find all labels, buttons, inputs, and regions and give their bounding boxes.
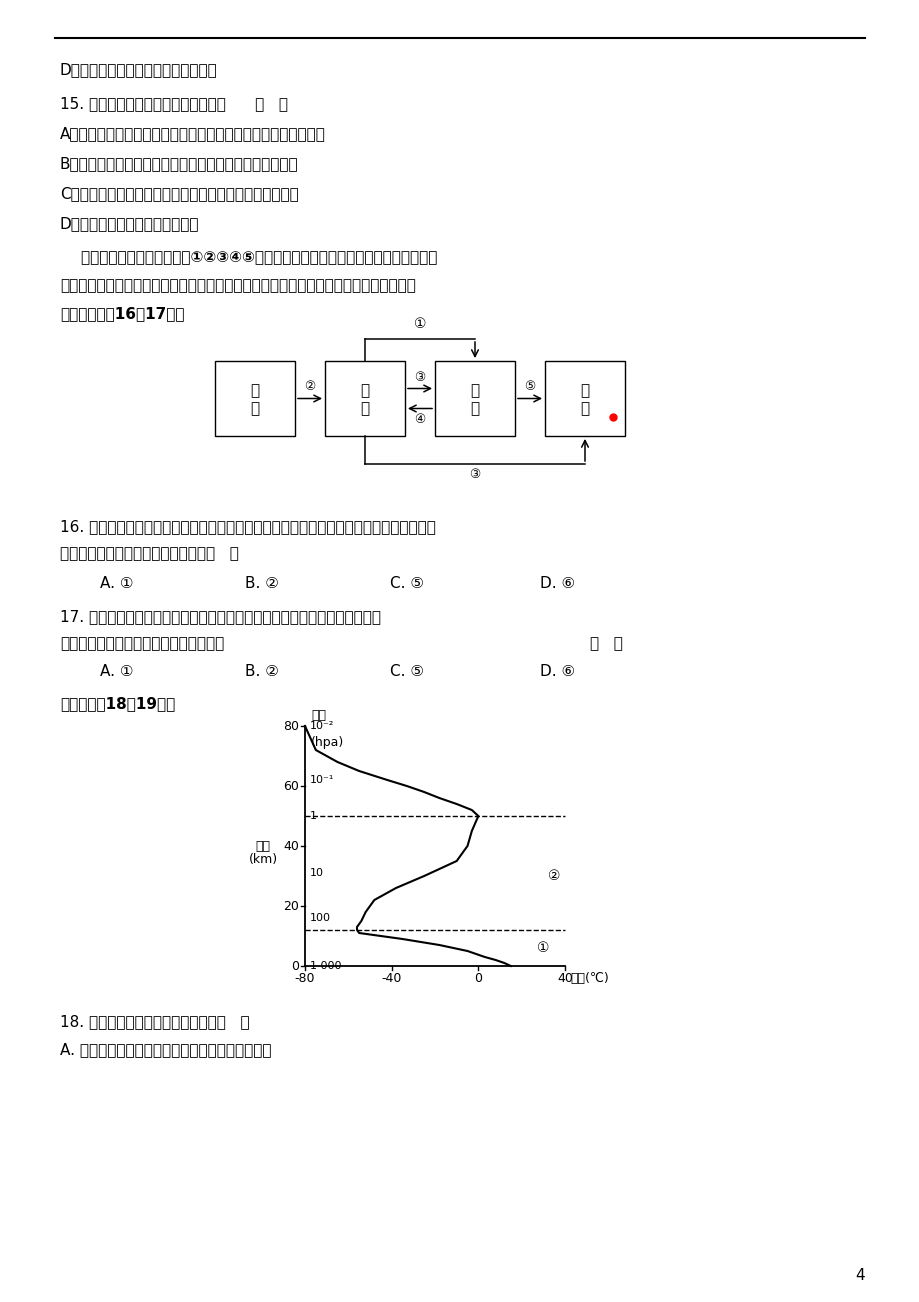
Text: 1: 1 <box>310 811 317 822</box>
Text: B. ②: B. ② <box>244 575 278 591</box>
Text: 10: 10 <box>310 868 323 878</box>
Text: 太: 太 <box>250 383 259 398</box>
Text: 18. 关于图中内容的叙述，正确的是（   ）: 18. 关于图中内容的叙述，正确的是（ ） <box>60 1014 249 1029</box>
Text: 因主要与图中的哪个因素数值大有关（   ）: 因主要与图中的哪个因素数值大有关（ ） <box>60 546 239 561</box>
Text: 100: 100 <box>310 913 331 923</box>
Text: 40: 40 <box>283 840 299 853</box>
Text: B、主要是太阳晒热地面，地面又将热量传导给空气的结果: B、主要是太阳晒热地面，地面又将热量传导给空气的结果 <box>60 156 299 171</box>
Text: A、主要是地面的长波辐射被大气中的水汉和二氧化碳吸收的结果: A、主要是地面的长波辐射被大气中的水汉和二氧化碳吸收的结果 <box>60 126 325 141</box>
Text: ③: ③ <box>414 371 425 384</box>
Text: ①: ① <box>414 316 425 331</box>
Text: 宙: 宙 <box>580 401 589 417</box>
Text: 读图，完成18～19题。: 读图，完成18～19题。 <box>60 697 175 711</box>
Text: 0: 0 <box>290 960 299 973</box>
Text: 地: 地 <box>360 383 369 398</box>
Text: 80: 80 <box>283 720 299 733</box>
Text: ①: ① <box>537 941 549 954</box>
Text: D、主要是受太阳光热照射的结果: D、主要是受太阳光热照射的结果 <box>60 216 199 230</box>
Text: -40: -40 <box>381 973 402 986</box>
Text: （   ）: （ ） <box>589 635 622 651</box>
Text: ⑤: ⑤ <box>524 380 535 393</box>
Text: 16. 四川盆地的纬度与青藏高原的纬度相差不大，但年平均气温却比青藏高原高得多，其原: 16. 四川盆地的纬度与青藏高原的纬度相差不大，但年平均气温却比青藏高原高得多，… <box>60 519 436 534</box>
Text: 10⁻¹: 10⁻¹ <box>310 775 334 785</box>
Text: 作用，其中包括太阳辐射、地面辐射、大气辐射、大气逆辐射、削弱作用（吸收、反射和: 作用，其中包括太阳辐射、地面辐射、大气辐射、大气逆辐射、削弱作用（吸收、反射和 <box>60 279 415 293</box>
Text: 10⁻²: 10⁻² <box>310 721 334 730</box>
Text: D、大气以平流为主，大气的能见度好: D、大气以平流为主，大气的能见度好 <box>60 62 218 77</box>
Text: 17. 长江中下游平原比华北平原纬度低，但年太阳辐射总量却比华北平原小。: 17. 长江中下游平原比华北平原纬度低，但年太阳辐射总量却比华北平原小。 <box>60 609 380 624</box>
Text: 温度(℃): 温度(℃) <box>570 973 608 986</box>
Text: 60: 60 <box>283 780 299 793</box>
Text: A. ①: A. ① <box>100 575 133 591</box>
Text: -80: -80 <box>294 973 315 986</box>
Text: 20: 20 <box>283 900 299 913</box>
Text: C. ⑤: C. ⑤ <box>390 664 424 680</box>
Text: D. ⑥: D. ⑥ <box>539 664 574 680</box>
Text: 40: 40 <box>557 973 573 986</box>
Text: A. ①: A. ① <box>100 664 133 680</box>
Text: 1 000: 1 000 <box>310 961 341 971</box>
Text: 下图中各笭头及其代表符号①②③④⑤表示太阳、地面、大气、宇宙空间之间的热力: 下图中各笭头及其代表符号①②③④⑤表示太阳、地面、大气、宇宙空间之间的热力 <box>60 250 437 266</box>
Text: C、主要是太阳辐射被大气中的水汉和二氧化碳吸收的结果: C、主要是太阳辐射被大气中的水汉和二氧化碳吸收的结果 <box>60 186 299 201</box>
Text: 其原因主要与图中的哪个因素数值大有关: 其原因主要与图中的哪个因素数值大有关 <box>60 635 224 651</box>
Text: 大: 大 <box>470 383 479 398</box>
Bar <box>215 361 295 436</box>
Text: D. ⑥: D. ⑥ <box>539 575 574 591</box>
Text: 0: 0 <box>474 973 482 986</box>
Text: 宇: 宇 <box>580 383 589 398</box>
Text: 高度: 高度 <box>255 840 270 853</box>
Text: ②: ② <box>304 380 315 393</box>
Text: B. ②: B. ② <box>244 664 278 680</box>
Bar <box>324 361 404 436</box>
Text: ③: ③ <box>469 467 480 480</box>
Bar <box>435 361 515 436</box>
Text: C. ⑤: C. ⑤ <box>390 575 424 591</box>
Text: 面: 面 <box>360 401 369 417</box>
Text: (hpa): (hpa) <box>311 736 344 749</box>
Bar <box>544 361 624 436</box>
Text: ④: ④ <box>414 413 425 426</box>
Text: 15. 有关低层大气增温的叙述正确的是      （   ）: 15. 有关低层大气增温的叙述正确的是 （ ） <box>60 96 288 111</box>
Text: A. 大气垂直分层的依据是高度、温度和气压的变化: A. 大气垂直分层的依据是高度、温度和气压的变化 <box>60 1042 271 1057</box>
Text: 气: 气 <box>470 401 479 417</box>
Text: (km): (km) <box>248 854 278 867</box>
Text: 4: 4 <box>855 1268 864 1282</box>
Text: 气压: 气压 <box>311 710 325 723</box>
Text: 散射），回筄16～17题。: 散射），回筄16～17题。 <box>60 306 185 322</box>
Text: 阳: 阳 <box>250 401 259 417</box>
Text: ②: ② <box>548 868 560 883</box>
